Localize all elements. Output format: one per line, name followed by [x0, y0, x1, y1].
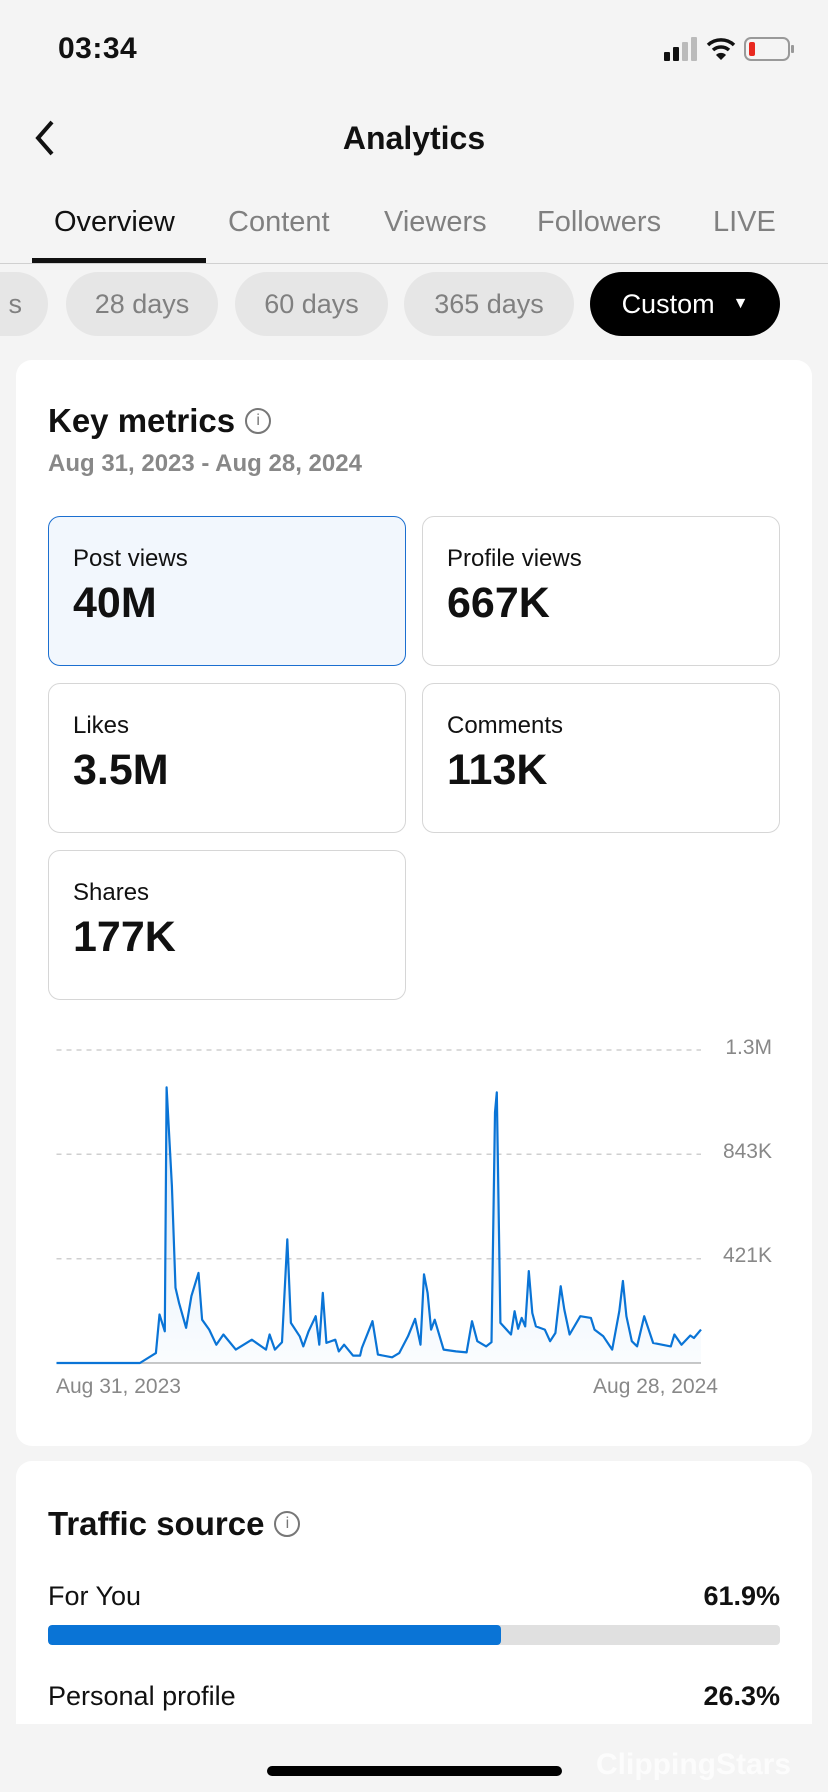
key-metrics-title: Key metrics [48, 402, 236, 439]
metric-value: 3.5M [73, 746, 169, 794]
chip-label: 60 days [264, 288, 359, 319]
metric-comments[interactable]: Comments 113K [422, 683, 780, 833]
traffic-progress-bar [48, 1625, 780, 1645]
metric-label: Likes [73, 712, 130, 739]
caret-down-icon: ▼ [732, 295, 749, 312]
metric-profile-views[interactable]: Profile views 667K [422, 516, 780, 666]
tab-overview[interactable]: Overview [54, 206, 175, 238]
traffic-percent: 26.3% [703, 1681, 780, 1711]
chip-partial[interactable]: s [0, 272, 48, 336]
chip-365-days[interactable]: 365 days [404, 272, 574, 336]
traffic-row-for-you: For You 61.9% [48, 1581, 780, 1612]
tab-followers[interactable]: Followers [537, 206, 662, 238]
date-range: Aug 31, 2023 - Aug 28, 2024 [48, 450, 362, 477]
battery-icon [744, 37, 794, 61]
traffic-row-personal-profile: Personal profile 26.3% [48, 1681, 780, 1712]
metric-label: Post views [73, 545, 188, 572]
metric-label: Shares [73, 879, 150, 906]
info-icon[interactable]: i [274, 1511, 301, 1537]
x-tick-label-end: Aug 28, 2024 [593, 1375, 718, 1398]
chip-label: s [8, 288, 23, 319]
chip-custom[interactable]: Custom ▼ [590, 272, 780, 336]
traffic-source-heading: Traffic source i [48, 1505, 301, 1543]
y-tick-label: 843K [722, 1140, 772, 1163]
metric-likes[interactable]: Likes 3.5M [48, 683, 406, 833]
series-area [56, 1087, 701, 1363]
metric-shares[interactable]: Shares 177K [48, 850, 406, 1000]
chip-label: Custom [621, 288, 715, 319]
info-icon[interactable]: i [245, 408, 272, 434]
metric-value: 177K [73, 913, 176, 961]
metric-post-views[interactable]: Post views 40M [48, 516, 406, 666]
traffic-progress-fill [48, 1625, 502, 1645]
metric-label: Comments [447, 712, 564, 739]
metric-value: 667K [447, 579, 550, 627]
traffic-label: For You [48, 1581, 142, 1611]
home-indicator[interactable] [267, 1766, 562, 1776]
tab-content[interactable]: Content [228, 206, 330, 238]
chip-28-days[interactable]: 28 days [66, 272, 218, 336]
key-metrics-heading: Key metrics i [48, 402, 272, 440]
status-icons [662, 36, 794, 62]
traffic-percent: 61.9% [703, 1581, 780, 1611]
tab-bar: Overview Content Viewers Followers LIVE [0, 200, 828, 264]
traffic-source-title: Traffic source [48, 1505, 265, 1542]
x-tick-label-start: Aug 31, 2023 [56, 1375, 181, 1398]
key-metrics-card: Key metrics i Aug 31, 2023 - Aug 28, 2024… [16, 360, 812, 1446]
back-chevron-icon[interactable] [30, 118, 60, 158]
y-tick-label: 1.3M [725, 1036, 772, 1059]
series-line [56, 1086, 702, 1365]
active-tab-indicator [32, 258, 206, 263]
tab-viewers[interactable]: Viewers [384, 206, 487, 238]
metric-value: 40M [73, 579, 157, 627]
page-title: Analytics [342, 120, 486, 156]
chip-60-days[interactable]: 60 days [235, 272, 388, 336]
y-tick-label: 421K [722, 1244, 772, 1267]
chip-label: 365 days [434, 288, 544, 319]
metric-value: 113K [447, 746, 548, 794]
traffic-source-card: Traffic source i For You 61.9% Personal pr… [16, 1461, 812, 1724]
post-views-chart[interactable] [16, 360, 812, 1446]
watermark: ClippingStars [596, 1748, 792, 1781]
chip-label: 28 days [94, 288, 190, 319]
metric-label: Profile views [447, 545, 582, 572]
status-time: 03:34 [58, 32, 138, 65]
wifi-icon [706, 38, 736, 60]
cellular-signal-icon [664, 37, 697, 61]
traffic-label: Personal profile [48, 1681, 236, 1711]
tab-live[interactable]: LIVE [713, 206, 776, 238]
